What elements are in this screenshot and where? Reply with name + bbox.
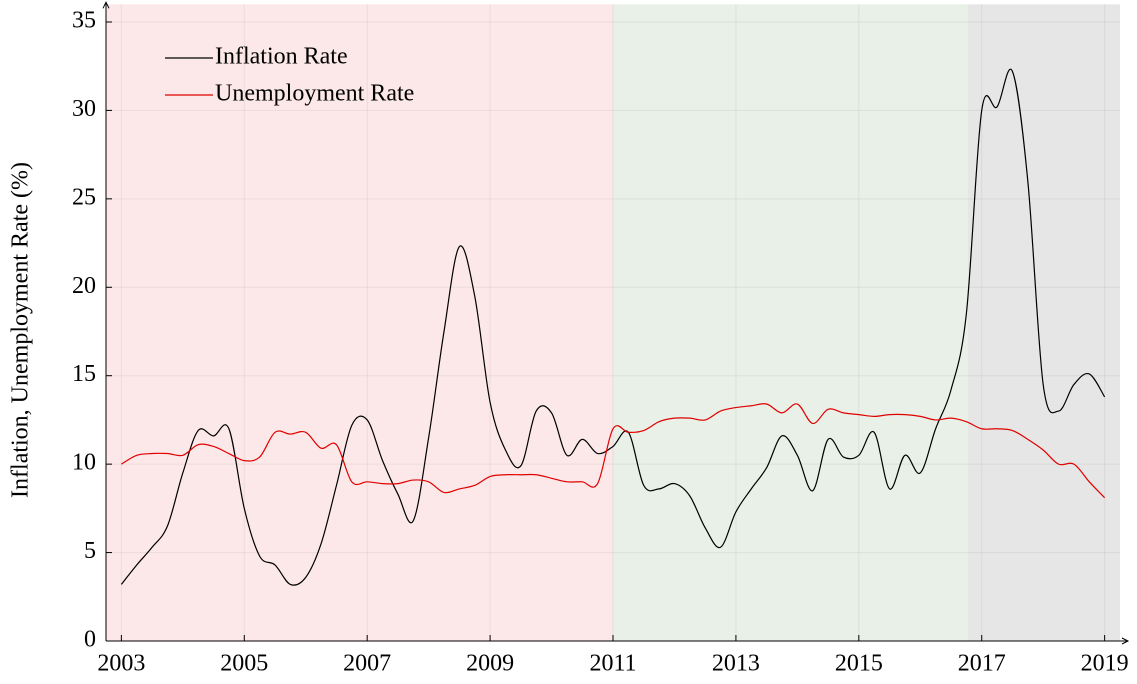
x-tick-label: 2019	[1081, 651, 1129, 677]
x-tick-label: 2011	[589, 651, 636, 677]
x-tick-label: 2005	[220, 651, 268, 677]
y-tick-label: 0	[84, 627, 96, 653]
region	[106, 4, 613, 642]
x-tick-label: 2013	[712, 651, 760, 677]
x-tick-label: 2015	[835, 651, 883, 677]
x-tick-label: 2007	[343, 651, 391, 677]
x-tick-label: 2009	[466, 651, 514, 677]
y-tick-label: 20	[72, 273, 96, 299]
y-tick-label: 35	[72, 7, 96, 33]
x-axis	[106, 637, 1130, 645]
y-axis	[102, 1, 110, 641]
x-tick-label: 2003	[97, 651, 145, 677]
y-tick-label: 30	[72, 96, 96, 122]
legend-label: Inflation Rate	[215, 44, 348, 70]
legend-label: Unemployment Rate	[215, 81, 414, 107]
line	[121, 403, 1106, 499]
y-axis-label: Inflation, Unemployment Rate (%)	[8, 162, 34, 498]
y-tick-label: 10	[72, 450, 96, 476]
y-tick-label: 25	[72, 184, 96, 210]
line	[120, 68, 1106, 586]
y-tick-label: 15	[72, 361, 96, 387]
y-tick-label: 5	[84, 538, 96, 564]
region	[967, 4, 1120, 642]
x-tick-label: 2017	[958, 651, 1006, 677]
region	[613, 4, 968, 642]
